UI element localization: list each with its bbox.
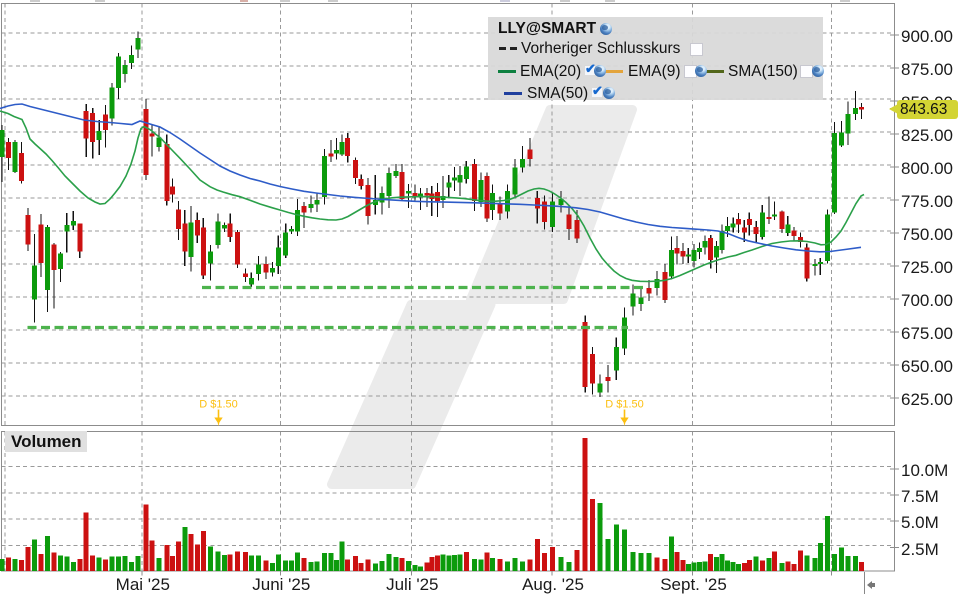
svg-text:D $1.50: D $1.50 bbox=[199, 399, 238, 411]
svg-text:D $1.50: D $1.50 bbox=[605, 399, 644, 411]
